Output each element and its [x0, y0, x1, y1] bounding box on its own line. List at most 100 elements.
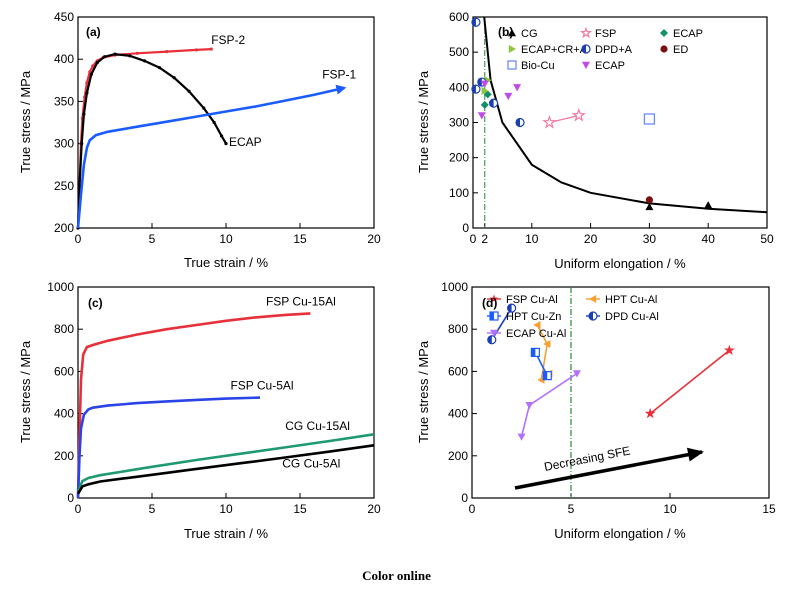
- legend-marker: [489, 311, 499, 321]
- y-tick-label-d: 600: [448, 364, 468, 378]
- legend-marker: [508, 29, 516, 37]
- x-tick-label-c: 0: [75, 502, 82, 516]
- panel-a: 0 5 10 15 20 200 250 300 350 400 450 FSP-2 FSP-1 ECA…: [18, 10, 381, 270]
- data-point-hpt-cu-zn: [530, 347, 540, 358]
- y-tick-label-d: 200: [448, 449, 468, 463]
- legend-label: Bio-Cu: [521, 60, 555, 72]
- series-line-fsp-cu-al: [649, 349, 730, 415]
- series-point-fsp-2: [85, 81, 89, 85]
- series-point-fsp-2: [165, 50, 169, 54]
- x-tick-label-c: 10: [219, 502, 233, 516]
- panel-d: 0 5 10 15 0 200 400 600 800 1000 FSP Cu-Al HPT Cu-…: [416, 280, 776, 541]
- series-point-ecap: [77, 184, 82, 188]
- data-point-dpd+a: [488, 98, 499, 108]
- series-point-ecap: [103, 55, 107, 59]
- y-tick-label-b: 200: [449, 151, 469, 165]
- data-point-dpd+a-half: [471, 85, 476, 94]
- series-point-ecap: [202, 106, 206, 110]
- data-point-hpt-cu-zn-half: [531, 348, 536, 357]
- data-point-ecap-cu-al: [517, 433, 526, 441]
- series-point-ecap: [89, 72, 93, 76]
- legend-label: FSP Cu-Al: [506, 294, 558, 306]
- y-tick-label-c: 1000: [47, 280, 74, 294]
- data-point-cg: [645, 202, 654, 211]
- series-line-cg-cu-5al: [76, 444, 375, 495]
- legend-marker: [582, 61, 590, 69]
- y-tick-label-d: 1000: [441, 280, 468, 294]
- y-axis-title-a: True stress / MPa: [18, 70, 33, 173]
- legend-label: ECAP+CR+A: [521, 44, 588, 56]
- legend-marker: [660, 45, 668, 53]
- data-point-ecap-cu-al: [572, 370, 581, 378]
- series-point-ecap: [187, 89, 191, 93]
- data-point-dpd+a: [471, 84, 481, 94]
- panel-tag-c: (c): [88, 296, 103, 310]
- panel-tag-a: (a): [86, 25, 101, 39]
- panel-tag-b: (b): [498, 25, 513, 39]
- y-axis-title-c: True stress / MPa: [18, 340, 33, 443]
- y-tick-label-c: 400: [54, 407, 74, 421]
- x-tick-label-b: 20: [584, 232, 598, 246]
- data-point-dpd-cu-al: [507, 303, 517, 313]
- sfe-arrow: [514, 447, 704, 490]
- y-tick-label-a: 400: [54, 52, 74, 66]
- legend-marker-half: [582, 45, 586, 53]
- legend-marker-half: [589, 312, 593, 320]
- data-point-cg: [704, 201, 713, 209]
- data-point-dpd+a-half: [489, 99, 494, 108]
- data-point-hpt-cu-al: [543, 339, 551, 348]
- data-point-dpd+a-half: [477, 78, 482, 87]
- x-tick-label-a: 10: [219, 232, 233, 246]
- x-tick-label-a: 0: [75, 232, 82, 246]
- data-point-ecap: [480, 80, 489, 88]
- data-point-ecap-cu-al: [525, 401, 534, 410]
- series-point-ecap: [85, 91, 89, 95]
- y-tick-label-b: 500: [449, 45, 469, 59]
- series-line-cg-cu-15al: [76, 433, 375, 493]
- y-tick-label-a: 450: [54, 10, 74, 24]
- legend-marker: [490, 329, 498, 337]
- figure-caption: Color online: [362, 568, 431, 583]
- data-point-dpd-cu-al: [487, 335, 497, 345]
- data-point-dpd+a-half: [516, 118, 521, 127]
- y-axis-title-b: True stress / MPa: [416, 70, 431, 173]
- series-label-a: ECAP: [229, 135, 262, 149]
- series-point-fsp-2: [209, 47, 213, 51]
- x-tick-label-b: 2: [481, 232, 488, 246]
- legend-label: HPT Cu-Zn: [506, 311, 561, 323]
- data-point-dpd-cu-al-half: [487, 335, 492, 344]
- series-point-ecap: [82, 112, 86, 116]
- x-axis-title-b: Uniform elongation / %: [554, 256, 686, 271]
- legend-label: DPD+A: [595, 44, 633, 56]
- data-point-fsp: [571, 107, 587, 122]
- data-point-fsp: [542, 114, 557, 129]
- y-tick-label-c: 200: [54, 449, 74, 463]
- series-point-ecap: [113, 52, 117, 56]
- series-line-fsp-cu-15al: [76, 312, 311, 499]
- legend-marker: [589, 295, 597, 303]
- x-tick-label-c: 15: [293, 502, 307, 516]
- series-point-fsp-2: [194, 48, 198, 52]
- series-label-c: CG Cu-15Al: [285, 419, 350, 433]
- data-point-dpd+a: [515, 117, 525, 128]
- data-point-bio-cu: [643, 113, 656, 125]
- x-tick-label-b: 30: [643, 232, 657, 246]
- y-tick-label-c: 600: [54, 364, 74, 378]
- legend-marker: [508, 45, 516, 53]
- series-point-fsp-2: [135, 51, 139, 55]
- y-tick-label-d: 800: [448, 322, 468, 336]
- series-point-ecap: [157, 66, 161, 70]
- data-point-ecap: [477, 112, 486, 120]
- data-point-ecap: [513, 84, 522, 92]
- y-tick-label-c: 800: [54, 322, 74, 336]
- series-label-a: FSP-1: [322, 68, 356, 82]
- y-tick-label-a: 300: [54, 137, 74, 151]
- y-axis-title-d: True stress / MPa: [416, 340, 431, 443]
- series-label-c: FSP Cu-15Al: [266, 295, 336, 309]
- x-axis-title-c: True strain / %: [184, 526, 268, 541]
- series-point-ecap: [212, 120, 216, 125]
- legend-marker: [660, 29, 668, 37]
- series-line-fsp-cu-5al: [76, 396, 261, 499]
